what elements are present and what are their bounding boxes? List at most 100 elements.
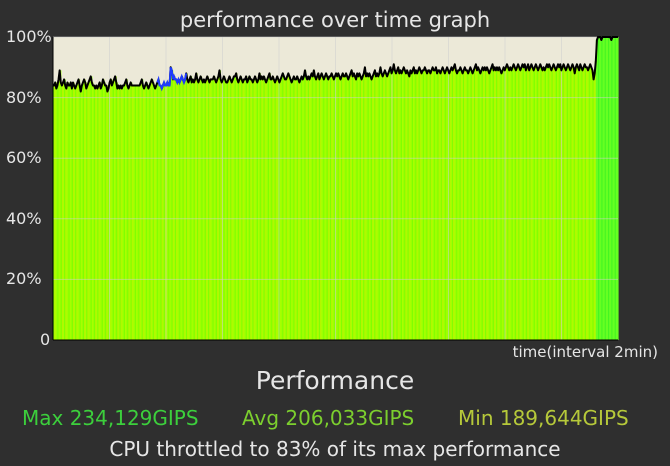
performance-bar <box>548 64 550 341</box>
performance-bar <box>585 67 588 341</box>
performance-bar <box>547 67 549 341</box>
performance-bar <box>191 82 194 340</box>
performance-bar <box>294 79 297 341</box>
performance-bar <box>270 79 272 341</box>
performance-bar <box>57 85 60 340</box>
performance-bar <box>565 67 568 341</box>
performance-bar <box>615 37 618 340</box>
performance-bar <box>418 67 421 341</box>
performance-bar <box>167 82 169 340</box>
performance-bar <box>367 76 370 340</box>
performance-bar <box>84 79 86 341</box>
performance-bar <box>552 64 555 341</box>
performance-bar <box>180 79 183 341</box>
performance-bar <box>352 76 354 340</box>
performance-bar <box>424 67 426 341</box>
performance-bar <box>194 79 197 341</box>
performance-bar <box>62 82 65 340</box>
performance-bar <box>574 67 577 341</box>
performance-bar <box>532 70 535 340</box>
performance-bar <box>257 79 260 341</box>
performance-bar <box>77 82 80 340</box>
performance-bar <box>314 76 317 340</box>
performance-bar <box>599 37 601 340</box>
performance-bar <box>107 91 109 340</box>
performance-bar <box>321 73 323 341</box>
performance-bar <box>287 73 290 341</box>
performance-bar <box>97 88 100 340</box>
performance-bar <box>116 82 118 340</box>
performance-bar <box>510 70 513 340</box>
performance-bar <box>491 64 494 341</box>
performance-bar <box>505 67 507 341</box>
performance-bar <box>243 79 246 341</box>
performance-bar <box>591 70 594 340</box>
performance-bar <box>300 79 302 341</box>
performance-bar <box>593 73 596 341</box>
performance-bar <box>68 85 71 340</box>
performance-bar <box>434 70 436 340</box>
performance-bar <box>406 70 409 340</box>
performance-bar <box>378 73 381 341</box>
performance-bar <box>190 76 193 340</box>
performance-bar <box>485 70 487 340</box>
performance-bar <box>369 76 372 340</box>
performance-bar <box>175 79 178 341</box>
performance-bar <box>417 70 420 340</box>
performance-bar <box>244 79 247 341</box>
performance-bar <box>118 85 121 340</box>
performance-bar <box>605 37 608 340</box>
performance-bar <box>437 70 440 340</box>
performance-bar <box>102 79 105 341</box>
performance-bar <box>567 64 569 341</box>
performance-bar <box>302 79 304 341</box>
performance-bar <box>301 76 303 340</box>
performance-bar <box>522 67 525 341</box>
performance-bar <box>265 82 268 340</box>
performance-bar <box>288 76 291 340</box>
performance-bar <box>161 88 164 340</box>
performance-bar <box>495 70 497 340</box>
performance-bar <box>442 70 445 340</box>
performance-bar <box>81 85 84 340</box>
performance-bar <box>54 85 56 340</box>
performance-bar <box>339 79 342 341</box>
performance-bar <box>246 82 249 340</box>
performance-bar <box>428 70 431 340</box>
performance-bar <box>70 82 73 340</box>
performance-bar <box>157 82 159 340</box>
performance-bar <box>550 70 553 340</box>
performance-bar <box>355 79 358 341</box>
performance-bar <box>426 73 429 341</box>
performance-bar <box>464 67 466 341</box>
performance-bar <box>152 82 155 340</box>
performance-bar <box>122 85 125 340</box>
performance-bar <box>514 70 517 340</box>
performance-bar <box>138 85 141 340</box>
performance-bar <box>192 79 195 341</box>
y-tick-label: 80% <box>6 88 42 107</box>
performance-bar <box>388 70 391 340</box>
performance-bar <box>415 70 417 340</box>
performance-bar <box>342 73 344 341</box>
performance-bar <box>298 82 301 340</box>
performance-bar <box>206 76 209 340</box>
performance-bar <box>110 79 113 341</box>
performance-bar <box>579 64 581 341</box>
performance-bar <box>386 76 389 340</box>
performance-bar <box>209 82 211 340</box>
performance-bar <box>614 37 617 340</box>
performance-bar <box>539 64 542 341</box>
performance-bar <box>493 67 496 341</box>
performance-bar <box>95 88 97 340</box>
performance-bar <box>90 76 93 340</box>
performance-bar <box>312 76 314 340</box>
performance-bar <box>245 76 248 340</box>
performance-bar <box>150 82 153 340</box>
performance-bar <box>385 73 388 341</box>
y-tick-label: 100% <box>6 27 52 46</box>
performance-bar <box>172 79 175 341</box>
performance-bar <box>373 73 375 341</box>
performance-bar <box>580 67 583 341</box>
performance-bar <box>247 79 250 341</box>
